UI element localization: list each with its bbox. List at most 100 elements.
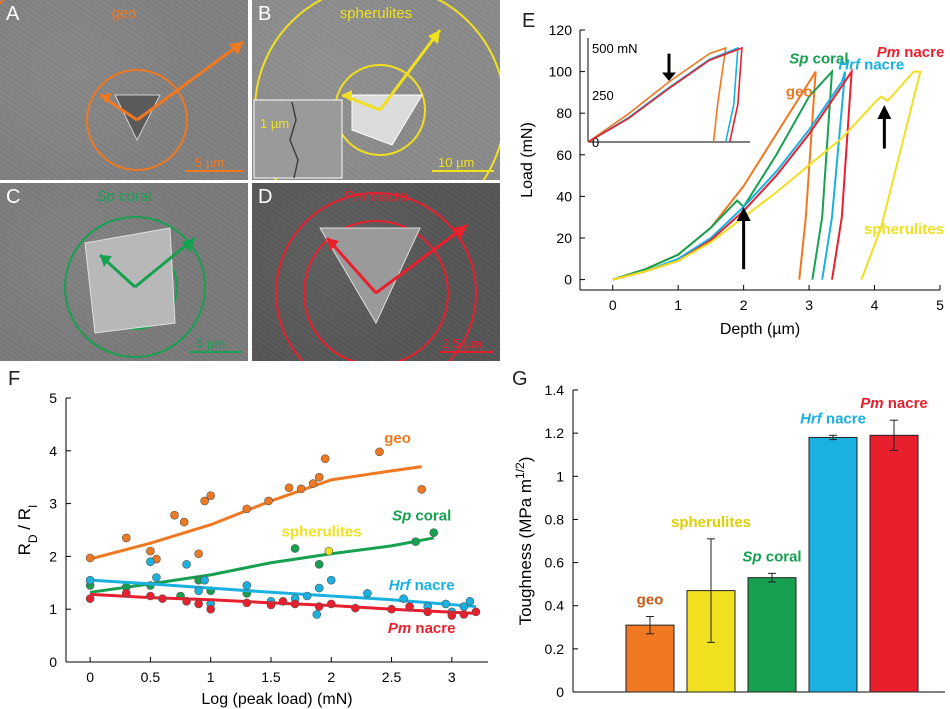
y-axis-label: Load (mN) [519,122,536,198]
point-geo [179,517,189,527]
title-rest: coral [114,188,152,205]
point-geo [284,483,294,493]
panel-letter: C [6,186,21,208]
point-pm-nacre [423,607,433,617]
chart-g-toughness-bars: 0 0.2 0.4 0.6 0.8 1 1.2 1.4 Toughness (MPa m1/2)… [513,382,945,700]
series-label: Hrf nacre [838,57,904,74]
bar-label: spherulites [671,514,751,531]
point-geo [242,504,252,514]
indent [114,94,161,142]
bar-label-italic: Pm [860,395,883,412]
point-geo [264,496,273,506]
x-tick-label: 1 [207,669,215,685]
y-tick-label: 1 [49,601,57,617]
series-line-sp-coral [612,68,834,281]
outer-circle [0,0,5,5]
point-geo [308,479,318,488]
point-sp-coral [314,560,324,569]
series-label-rest: coral [411,507,451,524]
point-hrf-nacre [326,575,336,585]
inset-series-line [587,46,727,143]
y-tick-label: 1.2 [545,425,565,441]
panel-c-overlay [64,216,206,358]
y-label-sub: D [26,534,40,543]
point-hrf-nacre [302,591,312,601]
outer-circle [275,192,477,361]
point-hrf-nacre [242,581,252,590]
series-label-italic: Hrf [389,577,413,594]
inset-series-line [587,46,743,143]
arrow-head [182,238,195,253]
y-tick-label: 0.2 [545,641,565,657]
y-tick-label: 60 [556,147,572,163]
point-pm-nacre [194,599,203,609]
x-tick-label: 4 [871,297,879,313]
y-tick-label: 5 [49,390,57,406]
point-pm-nacre [405,602,414,611]
series-label: Hrf nacre [389,577,455,594]
bar-label-rest: coral [762,548,802,565]
series-label: spherulites [864,221,944,238]
scale-label: 5 µm [195,155,225,170]
panel-letter-g: G [512,368,528,390]
series-label-italic: Pm [877,44,900,61]
y-label-main: Toughness (MPa m [516,479,535,625]
point-pm-nacre [158,594,167,603]
x-tick-label: 0 [86,669,94,685]
point-hrf-nacre [85,575,95,585]
series-label-rest: coral [808,50,848,67]
series-label: geo [786,84,813,101]
x-tick-label: 1 [674,297,682,313]
point-geo [375,447,384,457]
fit-line-hrf-nacre [90,578,477,609]
panel-c-micrograph: C Sp coral 5 µm [0,183,248,361]
bar-label-rest: nacre [884,395,928,412]
series-label-italic: Sp [789,50,808,67]
y-label-close: ) [516,457,535,463]
x-tick-label: 2 [327,669,335,685]
y-axis-label: RD / RI [15,505,40,556]
series-label-rest: nacre [900,44,944,61]
x-tick-label: 3 [805,297,813,313]
scale-label: 10 µm [438,155,475,170]
inset-crack [289,101,299,179]
indent [351,94,423,146]
series-label: Pm nacre [877,44,945,61]
point-pm-nacre [266,600,276,610]
point-hrf-nacre [314,583,324,593]
panel-title: spherulites [339,5,413,22]
point-pm-nacre [471,607,481,617]
scale-label: 2.5 µm [442,336,483,351]
arrow-head [342,90,352,102]
y-tick-label: 1 [556,468,564,484]
inset-tick-label: 250 [592,88,614,103]
y-label-r: R [15,543,34,555]
point-pm-nacre [121,589,131,598]
series-label-rest: nacre [410,577,454,594]
point-hrf-nacre [146,557,155,566]
bar-label-rest: nacre [822,410,866,427]
panel-a-micrograph: A geo 5 µm [0,0,248,180]
arrow-outer [136,40,244,122]
point-pm-nacre [278,596,288,606]
arrow-inner [325,237,378,294]
panel-title: Sp coral [0,188,248,205]
scale-bar [185,170,243,172]
point-geo [206,491,215,500]
arrow-spherulites-head [877,105,892,120]
point-geo [320,454,330,464]
title-italic: Pm [343,188,367,205]
point-pm-nacre [182,596,191,606]
inset-arrow-head [662,72,676,81]
y-tick-label: 4 [49,443,57,459]
point-pm-nacre [326,599,336,609]
point-geo [121,533,131,543]
point-geo [170,510,179,520]
point-hrf-nacre [152,573,161,582]
point-geo [85,553,95,563]
panel-title: geo [111,5,137,22]
arrow-head [100,93,112,103]
title-italic: Sp [96,188,115,205]
chart-e-load-depth: 0 20 40 60 80 100 120 0 1 2 3 4 5 Depth (µm) Load (mN)… [519,22,945,338]
inset-box [253,99,343,179]
